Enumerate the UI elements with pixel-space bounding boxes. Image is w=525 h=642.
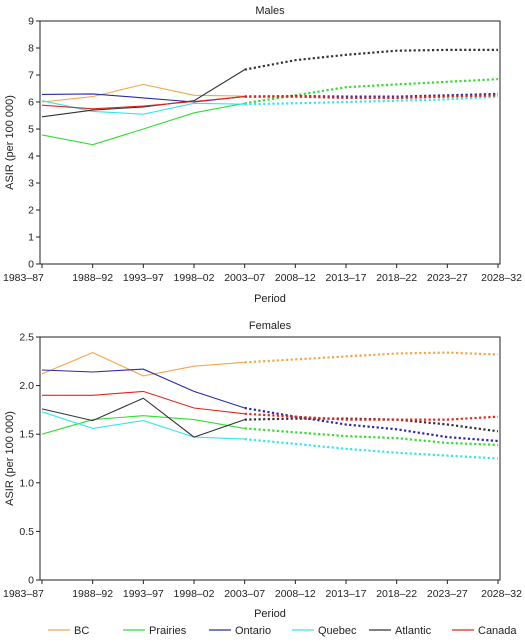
- females-x-tick-label: 2018–22: [376, 588, 417, 600]
- males-y-tick-label: 2: [28, 205, 34, 217]
- males-y-tick-label: 0: [28, 259, 34, 271]
- males-x-tick-label: 1998–02: [174, 272, 215, 284]
- females-series-atlantic-projected-line: [244, 417, 499, 433]
- males-y-tick-label: 9: [28, 16, 34, 28]
- females-x-tick-label: 2008–12: [275, 588, 316, 600]
- females-plot-frame: [39, 336, 501, 581]
- males-x-tick-label: 2013–17: [326, 272, 367, 284]
- females-series-ontario-observed-line: [41, 368, 245, 409]
- females-series-canada-projected-line: [244, 412, 499, 421]
- males-y-tick-label: 8: [28, 43, 34, 55]
- males-series-bc-observed-line: [41, 83, 245, 103]
- males-x-tick-label: 1993–97: [123, 272, 164, 284]
- females-x-tick-label: 1998–02: [174, 588, 215, 600]
- females-series-prairies-projected-line: [244, 427, 499, 446]
- males-x-axis-label: Period: [254, 293, 286, 305]
- females-series-bc-observed-line: [41, 351, 245, 377]
- females-y-tick-label: 2.0: [19, 380, 34, 392]
- males-x-tick-label: 2028–32: [481, 272, 522, 284]
- males-x-tick-label: 2003–07: [224, 272, 265, 284]
- males-series-atlantic-projected-line: [244, 48, 498, 71]
- males-series-canada-projected-line: [244, 94, 499, 100]
- females-series-atlantic-observed-line: [41, 397, 245, 438]
- males-y-tick-label: 1: [28, 232, 34, 244]
- males-x-tick-label: 1988–92: [72, 272, 113, 284]
- legend-label-atlantic: Atlantic: [395, 625, 432, 637]
- legend-label-ontario: Ontario: [235, 625, 271, 637]
- legend-label-canada: Canada: [478, 625, 517, 637]
- females-y-axis-label: ASIR (per 100 000): [4, 411, 16, 506]
- males-x-tick-label: 2008–12: [275, 272, 316, 284]
- females-x-tick-label: 2013–17: [326, 588, 367, 600]
- males-y-axis-label: ASIR (per 100 000): [4, 95, 16, 190]
- males-x-tick-label: 1983–87: [3, 272, 44, 284]
- males-y-tick-label: 4: [28, 151, 34, 163]
- females-x-tick-label: 1988–92: [72, 588, 113, 600]
- females-x-axis-label: Period: [254, 608, 286, 620]
- males-plot-frame: [39, 20, 501, 265]
- females-x-tick-label: 2023–27: [427, 588, 468, 600]
- males-y-tick-label: 5: [28, 124, 34, 136]
- females-series-bc-projected-line: [244, 351, 499, 364]
- females-y-tick-label: 0.5: [19, 526, 34, 538]
- females-series-prairies-observed-line: [41, 415, 245, 435]
- females-x-tick-label: 1983–87: [3, 588, 44, 600]
- males-series-canada-observed-line: [41, 96, 245, 110]
- males-x-tick-label: 2023–27: [427, 272, 468, 284]
- males-y-tick-label: 3: [28, 178, 34, 190]
- females-x-tick-label: 2003–07: [224, 588, 265, 600]
- males-series-prairies-projected-line: [244, 78, 499, 105]
- males-y-tick-label: 7: [28, 70, 34, 82]
- females-y-tick-label: 2.5: [19, 332, 34, 344]
- males-series-quebec-projected-line: [244, 95, 499, 106]
- females-y-tick-label: 0: [28, 575, 34, 587]
- females-x-tick-label: 1993–97: [123, 588, 164, 600]
- males-chart-title: Males: [255, 5, 285, 17]
- females-x-tick-label: 2028–32: [481, 588, 522, 600]
- legend-label-prairies: Prairies: [149, 625, 187, 637]
- females-y-tick-label: 1.0: [19, 477, 34, 489]
- females-chart-title: Females: [249, 320, 292, 332]
- males-y-tick-label: 6: [28, 97, 34, 109]
- females-series-ontario-projected-line: [244, 406, 499, 443]
- legend-label-bc: BC: [74, 625, 89, 637]
- legend-label-quebec: Quebec: [318, 625, 357, 637]
- females-series-quebec-observed-line: [41, 411, 245, 440]
- females-series-quebec-projected-line: [244, 438, 499, 460]
- females-y-tick-label: 1.5: [19, 429, 34, 441]
- males-x-tick-label: 2018–22: [376, 272, 417, 284]
- males-series-atlantic-observed-line: [41, 69, 245, 118]
- males-series-prairies-observed-line: [41, 102, 245, 146]
- females-series-canada-observed-line: [42, 390, 245, 415]
